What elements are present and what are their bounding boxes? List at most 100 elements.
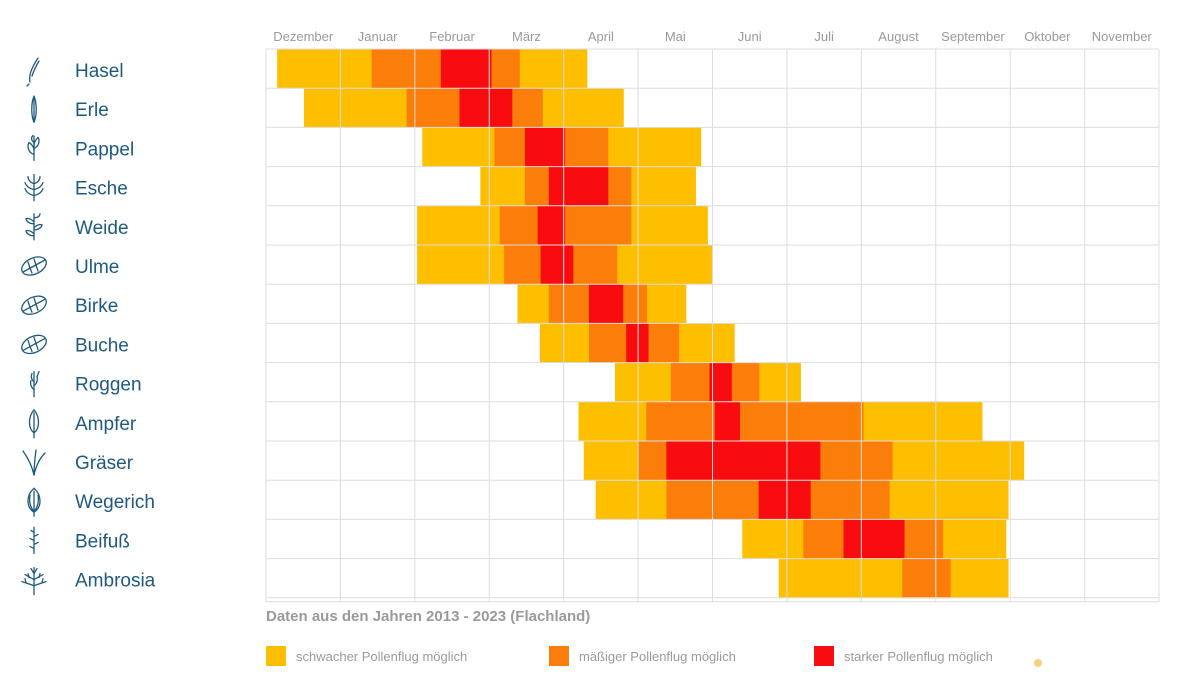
- month-label-6: Juni: [738, 29, 762, 44]
- plant-label: Birke: [75, 296, 118, 317]
- plant-label: Erle: [75, 100, 109, 121]
- bar-segment-moderate: [565, 205, 632, 246]
- sorrel-leaf-icon: [28, 409, 40, 439]
- bar-segment-moderate: [904, 519, 944, 559]
- bar-segment-weak: [617, 245, 713, 285]
- bar-segment-strong: [537, 205, 566, 246]
- bar-segment-moderate: [820, 441, 894, 481]
- hazel-catkin-icon: [26, 57, 40, 87]
- legend-label-moderate: mäßiger Pollenflug möglich: [579, 648, 736, 664]
- plant-label: Esche: [75, 179, 128, 200]
- legend-item-moderate: mäßiger Pollenflug möglich: [549, 646, 736, 666]
- bar-segment-weak: [417, 205, 501, 246]
- mugwort-icon: [29, 526, 39, 555]
- bar-segment-weak: [539, 323, 590, 363]
- month-label-11: November: [1092, 29, 1153, 44]
- bar-segment-weak: [759, 362, 801, 403]
- rye-ear-icon: [29, 370, 40, 398]
- month-label-5: Mai: [665, 29, 686, 44]
- plant-label: Weide: [75, 218, 129, 239]
- plant-label: Wegerich: [75, 492, 155, 513]
- bar-segment-weak: [277, 49, 373, 89]
- grass-icon: [22, 449, 46, 476]
- bar-segment-weak: [578, 401, 647, 442]
- bar-segment-strong: [843, 519, 906, 559]
- bar-segment-moderate: [902, 558, 952, 599]
- bar-segment-moderate: [623, 284, 648, 324]
- chart-subtitle: Daten aus den Jahren 2013 - 2023 (Flachl…: [266, 608, 591, 625]
- birch-leaf-icon: [21, 295, 47, 315]
- month-label-1: Januar: [358, 29, 398, 44]
- bar-segment-weak: [583, 441, 639, 481]
- bar-segment-moderate: [670, 362, 711, 403]
- bar-segment-weak: [517, 284, 550, 324]
- bar-segment-weak: [422, 127, 496, 167]
- bar-segment-weak: [608, 127, 702, 167]
- bar-segment-moderate: [504, 245, 542, 285]
- bar-segment-moderate: [810, 480, 891, 520]
- bar-segment-weak: [542, 88, 624, 128]
- bar-segment-weak: [631, 166, 696, 207]
- bar-segment-weak: [615, 362, 672, 403]
- beech-leaf-icon: [21, 334, 47, 355]
- legend-label-strong: starker Pollenflug möglich: [844, 648, 993, 664]
- bar-segment-weak: [892, 441, 1025, 481]
- plantain-leaf-icon: [27, 487, 41, 517]
- legend-label-weak: schwacher Pollenflug möglich: [296, 648, 468, 664]
- bar-segment-moderate: [731, 362, 760, 403]
- bar-segment-moderate: [371, 49, 442, 89]
- bar-segment-strong: [588, 284, 624, 324]
- bar-segment-strong: [709, 362, 733, 403]
- alder-catkin-icon: [31, 95, 37, 123]
- plant-label: Beifuß: [75, 531, 130, 552]
- bar-segment-weak: [943, 519, 1007, 559]
- plant-label: Ampfer: [75, 414, 137, 435]
- bar-segment-strong: [459, 88, 513, 128]
- bar-segment-strong: [524, 127, 566, 167]
- plant-label: Buche: [75, 335, 129, 356]
- bar-segment-weak: [519, 49, 588, 89]
- bar-segment-strong: [666, 441, 822, 481]
- legend-item-strong: starker Pollenflug möglich: [814, 646, 993, 666]
- plant-label: Roggen: [75, 375, 142, 396]
- bar-segment-weak: [742, 519, 804, 559]
- plant-label: Ulme: [75, 257, 119, 278]
- bar-segment-strong: [440, 49, 493, 89]
- bar-segment-weak: [950, 558, 1009, 599]
- bar-segment-weak: [631, 205, 708, 246]
- bar-segment-weak: [679, 323, 735, 363]
- bar-segment-weak: [863, 401, 983, 442]
- bar-segment-moderate: [608, 166, 632, 207]
- grid-lines: [265, 48, 1160, 603]
- month-label-8: August: [878, 29, 919, 44]
- month-label-0: Dezember: [273, 29, 334, 44]
- bar-segment-weak: [480, 166, 526, 207]
- bar-segment-moderate: [512, 88, 544, 128]
- bar-segment-weak: [647, 284, 687, 324]
- bar-segment-strong: [548, 166, 609, 207]
- bar-segment-moderate: [648, 323, 680, 363]
- legend-swatch-weak: [266, 646, 286, 666]
- legend-item-weak: schwacher Pollenflug möglich: [266, 646, 467, 666]
- plant-label: Pappel: [75, 139, 134, 160]
- ragweed-icon: [21, 566, 47, 596]
- month-label-10: Oktober: [1024, 29, 1071, 44]
- bar-segment-weak: [595, 480, 667, 520]
- bar-segment-moderate: [494, 127, 526, 167]
- bar-segment-weak: [889, 480, 1009, 520]
- willow-branch-icon: [25, 213, 43, 241]
- bar-segment-weak: [303, 88, 408, 128]
- month-label-4: April: [588, 29, 614, 44]
- month-label-2: Februar: [429, 29, 475, 44]
- bar-segment-strong: [758, 480, 812, 520]
- bar-segment-strong: [540, 245, 574, 285]
- month-label-3: März: [512, 29, 541, 44]
- legend-swatch-strong: [814, 646, 834, 666]
- bar-segment-moderate: [565, 127, 609, 167]
- legend-swatch-moderate: [549, 646, 569, 666]
- bar-segment-moderate: [646, 401, 716, 442]
- bar-segment-moderate: [638, 441, 667, 481]
- bar-segment-moderate: [499, 205, 539, 246]
- bar-segment-moderate: [588, 323, 627, 363]
